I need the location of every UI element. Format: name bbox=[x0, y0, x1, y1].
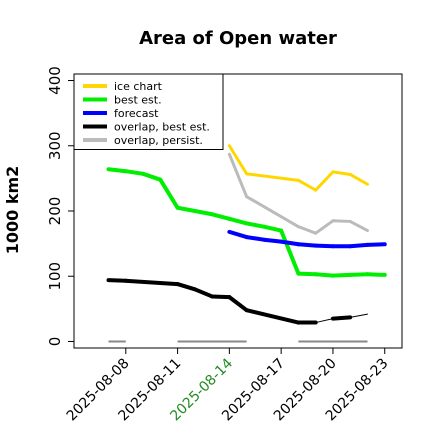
series-segment bbox=[126, 171, 143, 174]
series-segment bbox=[350, 274, 367, 275]
series-segment bbox=[350, 314, 367, 317]
series-layer bbox=[109, 146, 385, 323]
series-segment bbox=[247, 174, 299, 181]
x-ticks-layer: 2025-08-082025-08-112025-08-142025-08-17… bbox=[64, 348, 392, 424]
series-segment bbox=[333, 172, 350, 175]
series-segment bbox=[178, 284, 195, 289]
series-segment bbox=[298, 180, 315, 190]
series-segment bbox=[178, 208, 195, 211]
series-ice-chart bbox=[229, 146, 367, 190]
y-tick-label: 400 bbox=[46, 66, 64, 95]
series-segment bbox=[281, 242, 298, 245]
series-segment bbox=[229, 232, 246, 237]
series-segment bbox=[126, 281, 178, 284]
series-segment bbox=[247, 223, 264, 226]
series-segment bbox=[333, 275, 350, 276]
legend-label: forecast bbox=[114, 107, 159, 120]
series-segment bbox=[333, 221, 350, 222]
series-segment bbox=[229, 297, 246, 310]
series-segment bbox=[143, 174, 160, 180]
y-axis-label: 1000 km2 bbox=[3, 166, 22, 255]
series-segment bbox=[281, 231, 298, 274]
series-overlap-persist bbox=[229, 154, 367, 233]
series-segment bbox=[264, 240, 281, 242]
series-segment bbox=[350, 221, 367, 230]
series-segment bbox=[195, 289, 212, 296]
y-tick-label: 0 bbox=[46, 337, 64, 347]
y-tick-label: 100 bbox=[46, 262, 64, 291]
y-tick-label: 300 bbox=[46, 131, 64, 160]
series-segment bbox=[264, 227, 281, 231]
series-segment bbox=[350, 245, 367, 246]
series-segment bbox=[316, 319, 333, 323]
chart-title: Area of Open water bbox=[139, 28, 337, 49]
series-segment bbox=[247, 237, 264, 240]
y-tick-label: 200 bbox=[46, 197, 64, 226]
legend-label: best est. bbox=[114, 94, 162, 107]
legend-label: overlap, persist. bbox=[114, 134, 203, 147]
series-segment bbox=[229, 219, 246, 224]
series-segment bbox=[298, 244, 315, 245]
series-segment bbox=[247, 197, 299, 227]
series-overlap-best-est bbox=[109, 280, 368, 322]
legend-label: ice chart bbox=[114, 80, 163, 93]
series-segment bbox=[298, 227, 315, 234]
series-segment bbox=[109, 169, 126, 171]
y-ticks-layer: 0 100 200 300 400 bbox=[46, 66, 74, 346]
series-segment bbox=[333, 317, 350, 318]
series-forecast bbox=[229, 232, 384, 246]
series-segment bbox=[212, 214, 229, 219]
series-segment bbox=[247, 310, 299, 322]
series-segment bbox=[316, 274, 333, 275]
series-segment bbox=[298, 274, 315, 275]
legend-label: overlap, best est. bbox=[114, 121, 210, 134]
series-segment bbox=[316, 246, 333, 247]
series-segment bbox=[195, 211, 212, 214]
series-segment bbox=[212, 296, 229, 297]
series-segment bbox=[316, 221, 333, 233]
series-segment bbox=[109, 280, 126, 281]
series-segment bbox=[350, 174, 367, 184]
series-segment bbox=[367, 244, 384, 245]
series-segment bbox=[367, 274, 384, 275]
series-segment bbox=[160, 180, 177, 208]
series-segment bbox=[316, 172, 333, 190]
